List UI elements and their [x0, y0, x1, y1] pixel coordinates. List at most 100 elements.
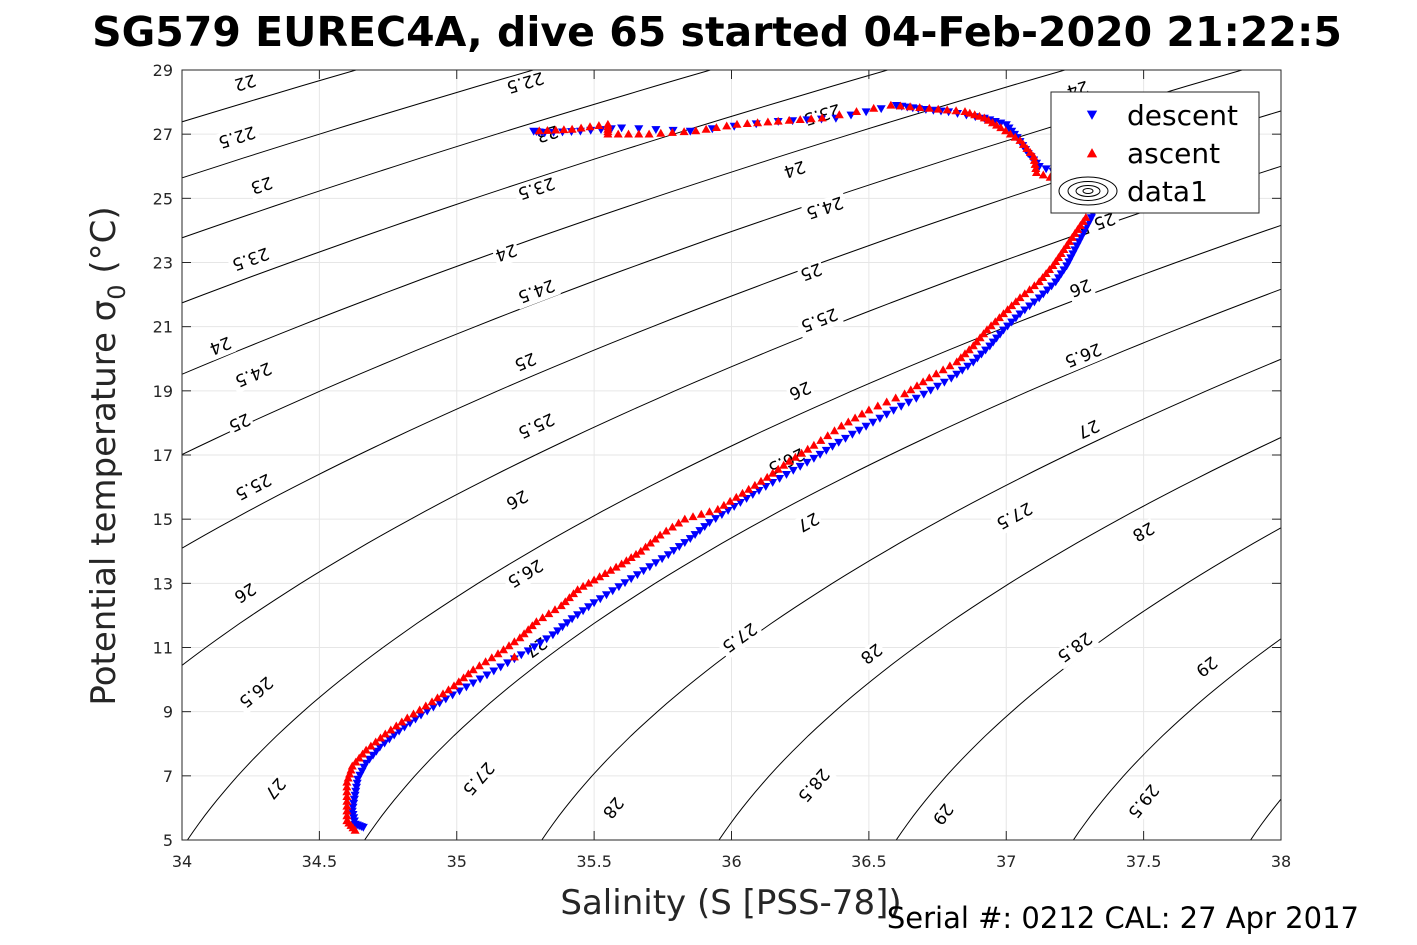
ascent-point: [523, 625, 533, 634]
ascent-point: [493, 649, 503, 658]
ascent-point: [964, 345, 974, 354]
ascent-point: [560, 597, 570, 606]
serial-calibration-footer: Serial #: 0212 CAL: 27 Apr 2017: [887, 901, 1359, 935]
ascent-point: [1038, 273, 1048, 281]
ascent-point: [1067, 232, 1077, 241]
contour-label: 25: [224, 408, 256, 439]
ascent-point: [918, 377, 928, 386]
ascent-point: [427, 697, 437, 706]
ascent-point: [719, 500, 729, 509]
descent-point: [523, 647, 533, 656]
descent-point: [461, 683, 471, 692]
ascent-point: [1025, 285, 1035, 294]
ascent-point: [1041, 269, 1051, 277]
ascent-point: [756, 476, 766, 485]
ascent-point: [869, 103, 879, 112]
descent-point: [781, 471, 792, 479]
ascent-point: [795, 115, 805, 123]
ascent-point: [1048, 261, 1058, 269]
ascent-point: [960, 107, 970, 115]
y-tick-label: 11: [153, 639, 173, 658]
ascent-point: [342, 801, 352, 810]
contour-label-background: [1059, 338, 1108, 375]
descent-point: [1047, 282, 1057, 291]
ascent-point: [972, 337, 982, 346]
x-tick-label: 37: [996, 852, 1016, 871]
descent-point: [968, 358, 978, 367]
ascent-point: [797, 448, 807, 457]
ascent-point: [342, 782, 352, 791]
contour-label-background: [796, 259, 827, 287]
ascent-point: [667, 522, 677, 531]
descent-point: [919, 390, 929, 399]
ascent-point: [564, 593, 574, 602]
descent-point: [976, 350, 987, 359]
ascent-point: [443, 685, 454, 694]
ascent-point: [1064, 236, 1074, 245]
descent-point: [827, 442, 838, 451]
ascent-point: [454, 677, 464, 686]
descent-point: [795, 462, 805, 471]
ascent-point: [655, 530, 665, 539]
ascent-point: [1062, 241, 1072, 249]
descent-point: [620, 579, 630, 588]
ascent-point: [438, 689, 448, 698]
ascent-point: [696, 509, 706, 518]
contour-label-background: [793, 508, 825, 539]
descent-point: [1001, 121, 1011, 130]
ascent-point: [421, 701, 431, 710]
ascent-point: [836, 421, 846, 430]
descent-point: [529, 643, 539, 652]
descent-point: [700, 523, 710, 532]
ascent-point: [550, 605, 560, 614]
descent-point: [608, 587, 618, 596]
ascent-point: [650, 534, 660, 543]
ascent-point: [895, 101, 906, 110]
ascent-point: [415, 705, 425, 714]
ascent-point: [742, 119, 752, 127]
isopycnal-line: [1072, 638, 1281, 840]
descent-point: [375, 743, 385, 752]
descent-point: [489, 667, 499, 676]
legend-data1-contour-icon: [1058, 176, 1118, 206]
contour-label-background: [501, 67, 550, 100]
ascent-point: [725, 496, 735, 505]
ascent-point: [487, 653, 497, 662]
descent-point: [889, 406, 899, 415]
ascent-point: [342, 796, 352, 805]
ascent-point: [345, 769, 355, 778]
contour-label-background: [229, 357, 278, 394]
ascent-point: [688, 512, 698, 521]
descent-point: [815, 450, 825, 459]
ascent-point: [753, 118, 763, 127]
contour-label-background: [457, 756, 502, 803]
legend-data1-label: data1: [1127, 175, 1208, 208]
ascent-point: [998, 309, 1009, 318]
contour-label: 24: [780, 156, 810, 184]
contour-label-background: [233, 671, 281, 715]
ascent-point: [1029, 281, 1039, 290]
contour-label-background: [226, 243, 276, 278]
ascent-point: [968, 341, 978, 350]
ascent-point: [408, 709, 419, 718]
descent-point: [690, 531, 700, 540]
descent-point: [802, 458, 812, 467]
ascent-point: [371, 737, 381, 746]
ascent-point: [886, 100, 896, 109]
descent-point: [657, 555, 667, 564]
ascent-point: [873, 401, 883, 410]
ascent-point: [829, 426, 840, 435]
ascent-point: [806, 114, 816, 123]
contour-label-background: [205, 332, 237, 361]
descent-point: [723, 507, 733, 515]
ascent-point: [603, 119, 613, 128]
ascent-point: [449, 681, 459, 690]
isopycnal-line: [182, 70, 1066, 375]
ascent-point: [667, 127, 677, 136]
descent-point: [685, 127, 695, 136]
ascent-point: [1073, 224, 1083, 233]
descent-point: [548, 631, 558, 640]
ascent-point: [1038, 170, 1048, 179]
x-axis-ticks: 34 34.5 35 35.5 36 36.5 37 37.5 38: [172, 70, 1291, 871]
ascent-point: [386, 725, 396, 734]
